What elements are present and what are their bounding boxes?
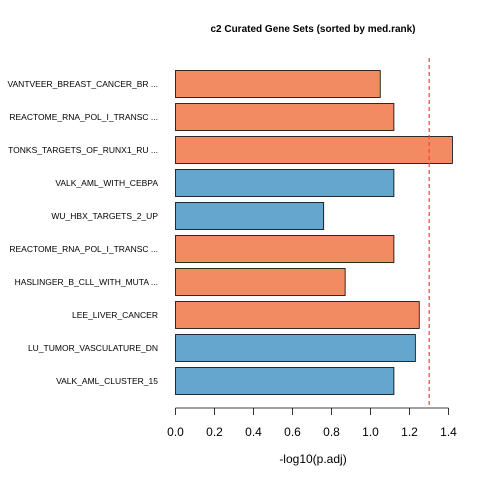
x-tick-label: 1.4 <box>440 425 457 439</box>
category-label: VANTVEER_BREAST_CANCER_BR ... <box>7 79 158 89</box>
category-label: VALK_AML_CLUSTER_15 <box>56 376 158 386</box>
category-label: REACTOME_RNA_POL_I_TRANSC ... <box>9 112 158 122</box>
bar <box>175 202 325 230</box>
x-tick-label: 0.2 <box>206 425 223 439</box>
bar <box>175 301 420 329</box>
x-axis: 0.0 0.2 0.4 0.6 0.8 1.0 1.2 1.4 <box>167 407 457 439</box>
x-tick-label: 0.8 <box>323 425 340 439</box>
x-tick-label: 0.0 <box>167 425 184 439</box>
category-label: WU_HBX_TARGETS_2_UP <box>51 211 158 221</box>
bar <box>175 136 453 164</box>
x-tick-label: 0.4 <box>245 425 262 439</box>
chart-title: c2 Curated Gene Sets (sorted by med.rank… <box>210 24 415 35</box>
bar <box>175 103 395 131</box>
category-label: LU_TUMOR_VASCULATURE_DN <box>28 343 158 353</box>
bar <box>175 268 346 296</box>
category-label: VALK_AML_WITH_CEBPA <box>55 178 158 188</box>
category-labels: VANTVEER_BREAST_CANCER_BR ... REACTOME_RN… <box>7 79 158 386</box>
bar <box>175 70 381 98</box>
x-axis-label: -log10(p.adj) <box>279 452 346 466</box>
bar <box>175 334 416 362</box>
category-label: REACTOME_RNA_POL_I_TRANSC ... <box>9 244 158 254</box>
category-label: LEE_LIVER_CANCER <box>72 310 158 320</box>
bar <box>175 169 395 197</box>
x-tick-label: 1.0 <box>362 425 379 439</box>
bar <box>175 235 395 263</box>
category-label: HASLINGER_B_CLL_WITH_MUTA ... <box>15 277 158 287</box>
bars-group <box>175 70 453 395</box>
category-label: TONKS_TARGETS_OF_RUNX1_RU ... <box>8 145 158 155</box>
bar <box>175 367 395 395</box>
x-tick-label: 0.6 <box>284 425 301 439</box>
x-tick-label: 1.2 <box>401 425 418 439</box>
